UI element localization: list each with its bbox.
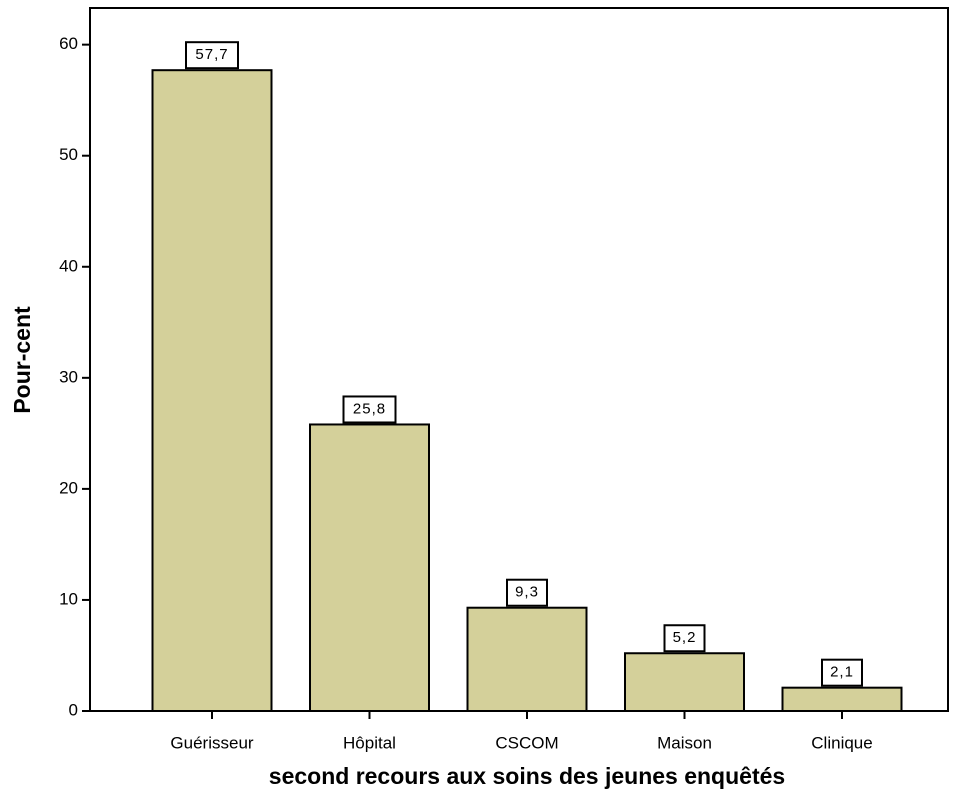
x-tick-label: Guérisseur <box>170 733 253 752</box>
value-label-box <box>663 624 706 653</box>
bar <box>309 423 430 712</box>
x-tick-label: Hôpital <box>343 733 396 752</box>
bar <box>781 686 903 713</box>
value-label-box <box>506 578 548 607</box>
y-tick-label: 10 <box>59 589 78 608</box>
value-label: 2,1 <box>830 664 854 681</box>
value-label-box <box>821 658 863 687</box>
y-tick-label: 20 <box>59 478 78 497</box>
value-label: 5,2 <box>673 629 697 646</box>
value-label: 9,3 <box>515 584 539 601</box>
bar <box>151 69 273 712</box>
y-tick-label: 60 <box>59 34 78 53</box>
value-label-box <box>185 41 239 70</box>
y-tick-label: 50 <box>59 145 78 164</box>
bar <box>624 652 745 713</box>
value-label: 25,8 <box>353 400 386 417</box>
y-tick-label: 0 <box>69 700 78 719</box>
y-tick-label: 30 <box>59 367 78 386</box>
y-axis-title: Pour-cent <box>9 306 35 414</box>
value-label: 57,7 <box>195 46 228 63</box>
value-label-box <box>342 395 397 424</box>
y-tick-label: 40 <box>59 256 78 275</box>
x-tick-label: Maison <box>657 733 712 752</box>
x-axis-title: second recours aux soins des jeunes enqu… <box>269 763 785 789</box>
x-tick-label: CSCOM <box>495 733 558 752</box>
bar <box>466 606 588 712</box>
x-tick-label: Clinique <box>811 733 872 752</box>
